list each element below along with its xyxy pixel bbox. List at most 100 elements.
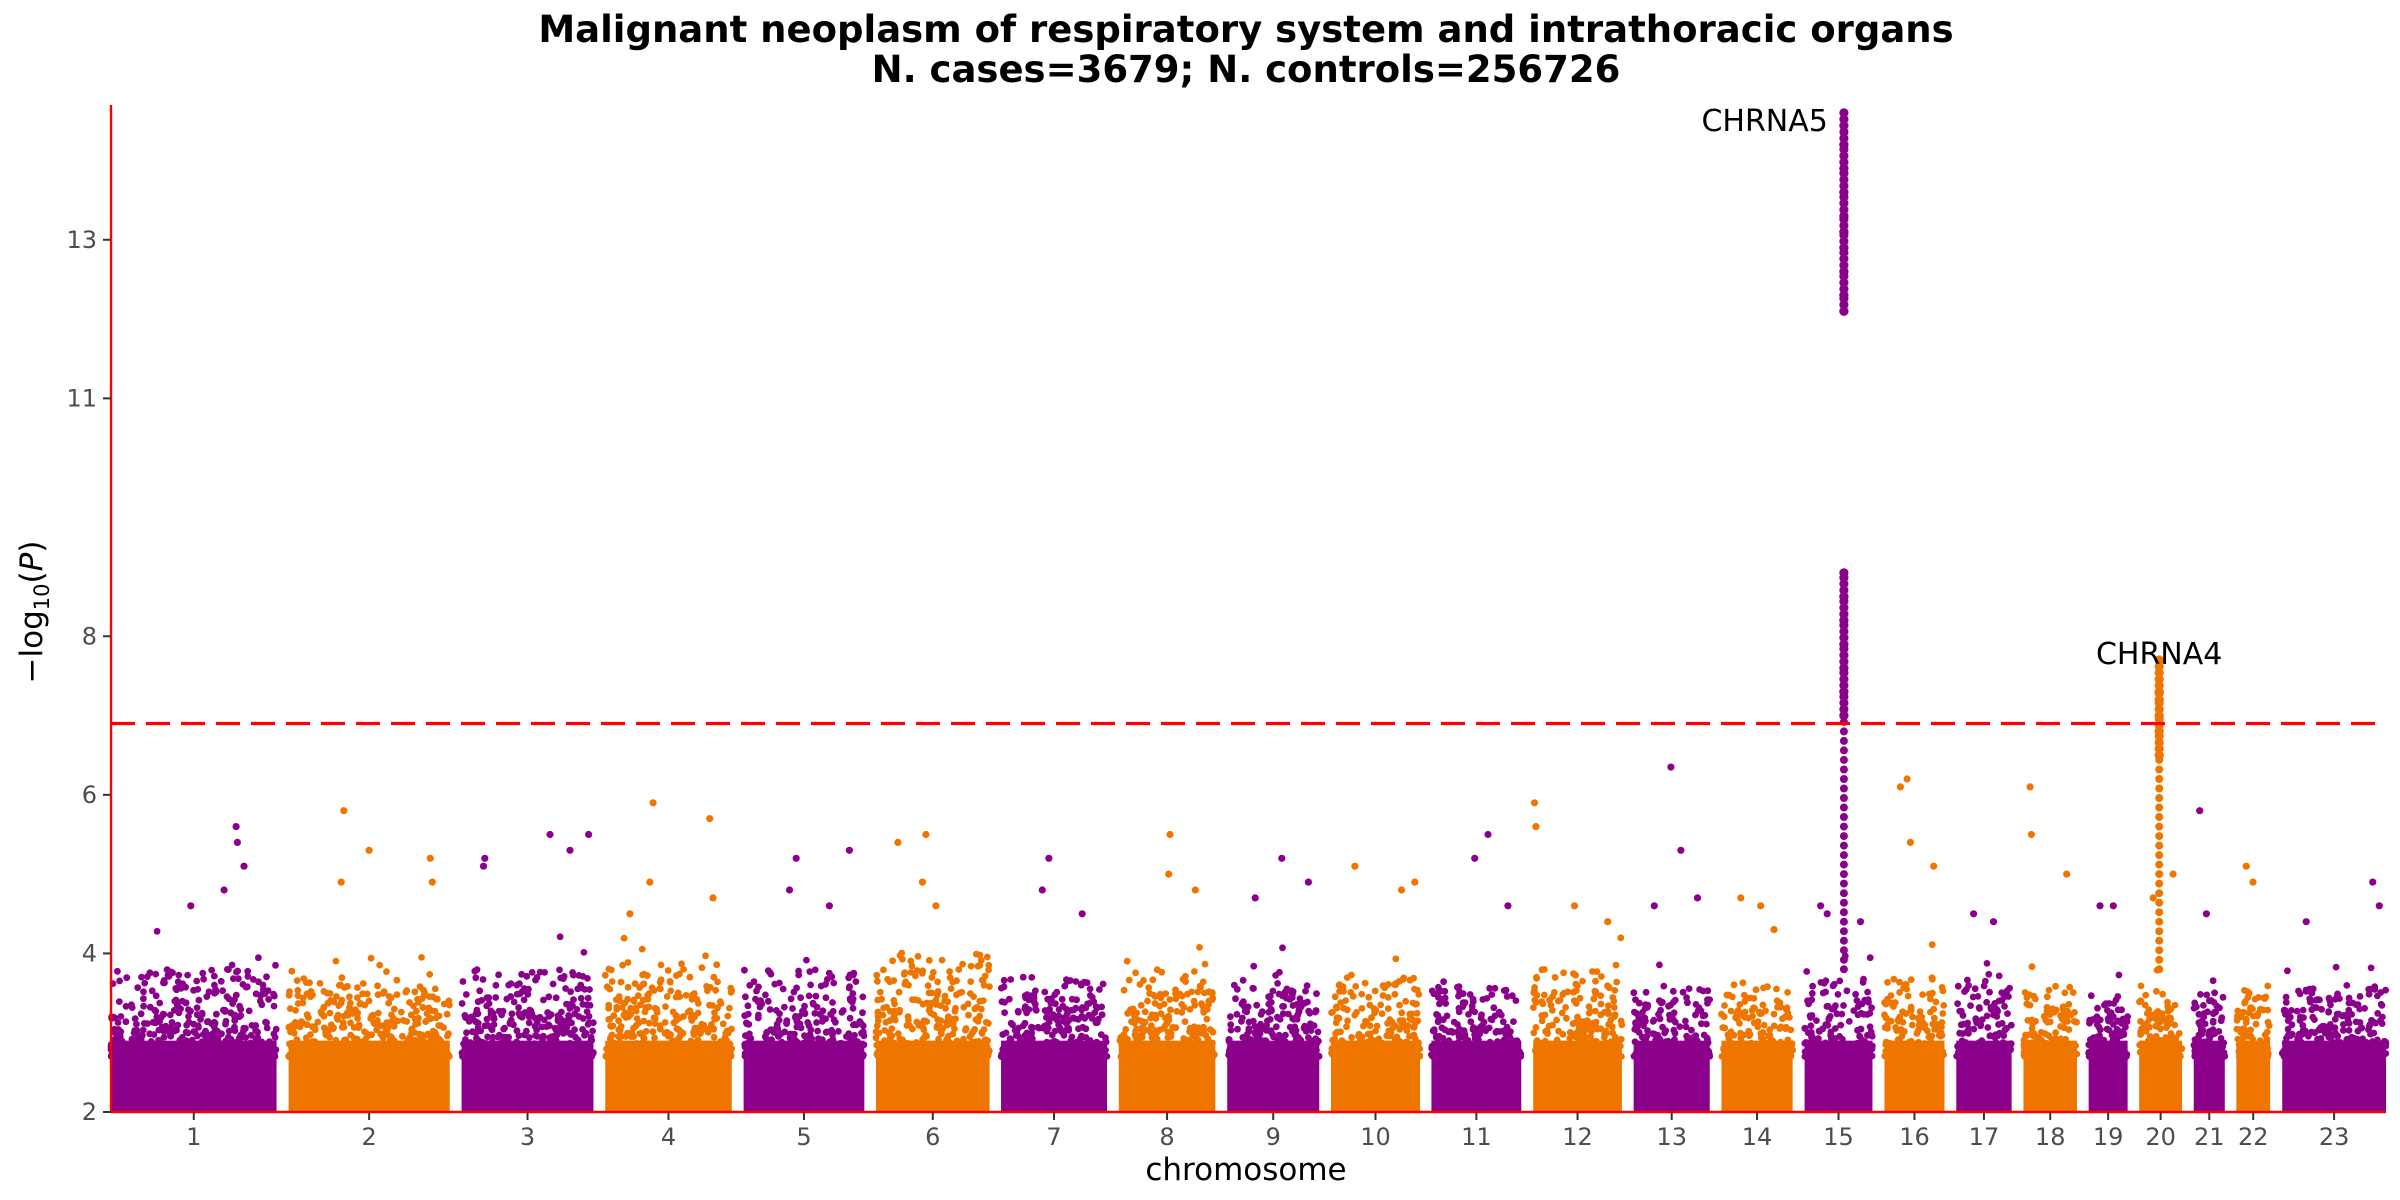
- snp-point: [1646, 1043, 1653, 1051]
- snp-point: [895, 988, 903, 996]
- snp-point: [880, 966, 887, 974]
- snp-point: [1227, 1021, 1235, 1028]
- snp-point: [1438, 1024, 1446, 1032]
- snp-point: [802, 1039, 810, 1046]
- snp-point: [292, 1007, 299, 1014]
- snp-point: [443, 1010, 451, 1018]
- snp-point: [943, 1018, 950, 1026]
- snp-point: [1061, 1027, 1068, 1035]
- snp-point: [330, 998, 338, 1006]
- snp-point: [823, 976, 831, 983]
- snp-point: [1649, 1030, 1657, 1038]
- snp-point: [1305, 1034, 1312, 1041]
- snp-point: [1642, 988, 1650, 996]
- snp-point: [688, 995, 696, 1003]
- snp-point: [952, 1015, 959, 1023]
- snp-point: [1332, 1003, 1340, 1011]
- snp-point: [923, 1053, 931, 1060]
- snp-point: [901, 980, 909, 988]
- snp-point: [943, 1036, 950, 1044]
- snp-point: [141, 979, 149, 987]
- snp-point: [481, 854, 489, 862]
- snp-point: [1086, 1053, 1094, 1060]
- snp-point: [508, 1010, 516, 1018]
- snp-point: [585, 1012, 593, 1020]
- snp-point: [1589, 968, 1596, 975]
- snp-point: [640, 1041, 647, 1049]
- snp-point: [365, 846, 373, 854]
- snp-point: [1167, 1006, 1174, 1014]
- snp-point: [1558, 1051, 1565, 1059]
- snp-point: [1019, 1022, 1027, 1030]
- snp-point: [746, 982, 754, 989]
- snp-point: [752, 995, 759, 1003]
- snp-point: [724, 1012, 732, 1020]
- snp-point: [678, 960, 685, 968]
- snp-point: [1576, 1052, 1584, 1059]
- snp-point: [458, 1000, 466, 1007]
- snp-point: [193, 1044, 201, 1051]
- snp-point: [1191, 886, 1199, 894]
- snp-point: [256, 997, 264, 1005]
- snp-point: [1149, 976, 1157, 984]
- snp-point: [983, 953, 991, 961]
- snp-point: [1630, 989, 1638, 997]
- snp-point: [569, 971, 577, 979]
- snp-point: [575, 1013, 583, 1020]
- snp-point: [335, 1002, 343, 1009]
- snp-point: [505, 981, 513, 989]
- snp-point: [293, 977, 301, 984]
- snp-point: [570, 996, 577, 1004]
- snp-point: [587, 1033, 595, 1041]
- snp-point: [846, 1014, 854, 1022]
- snp-point: [1656, 1039, 1663, 1047]
- snp-point: [479, 862, 488, 870]
- snp-point: [1139, 1028, 1147, 1036]
- snp-point: [554, 1016, 562, 1023]
- snp-point: [923, 999, 931, 1007]
- snp-point: [1667, 763, 1675, 771]
- snp-point: [338, 996, 346, 1004]
- snp-point: [859, 1028, 867, 1036]
- snp-point: [1697, 1007, 1705, 1014]
- snp-point: [716, 998, 724, 1006]
- snp-point: [1280, 1003, 1288, 1010]
- snp-point: [491, 1052, 498, 1059]
- snp-point: [174, 1001, 181, 1009]
- snp-point: [873, 971, 881, 979]
- snp-point: [1608, 1023, 1616, 1030]
- snp-point: [721, 1053, 729, 1060]
- snp-point: [467, 1013, 475, 1021]
- snp-point: [1409, 1016, 1417, 1024]
- snp-point: [881, 1037, 888, 1045]
- chromosome-13-points: [1630, 763, 1714, 1112]
- snp-point: [1059, 1050, 1067, 1058]
- snp-point: [293, 1036, 301, 1044]
- snp-point: [117, 1038, 125, 1046]
- snp-point: [1312, 1052, 1320, 1060]
- snp-point: [584, 994, 592, 1002]
- snp-point: [1397, 886, 1406, 894]
- snp-point: [1378, 1052, 1385, 1060]
- snp-point: [1682, 1017, 1689, 1025]
- chromosome-2-points: [285, 807, 453, 1112]
- snp-point: [286, 1040, 293, 1048]
- snp-point: [638, 945, 646, 953]
- snp-point: [263, 1044, 271, 1052]
- snp-point: [1250, 962, 1258, 970]
- snp-point: [1251, 894, 1259, 902]
- snp-point: [365, 997, 373, 1005]
- snp-point: [899, 1052, 907, 1060]
- snp-point: [922, 830, 930, 839]
- snp-point: [174, 1041, 181, 1049]
- snp-point: [1186, 1006, 1194, 1013]
- snp-point: [157, 1049, 165, 1056]
- snp-point: [461, 1012, 469, 1019]
- snp-point: [351, 1042, 359, 1050]
- snp-point: [258, 1042, 265, 1049]
- snp-point: [1232, 995, 1239, 1003]
- snp-point: [294, 987, 302, 994]
- snp-point: [1032, 987, 1039, 995]
- snp-point: [1028, 974, 1036, 981]
- snp-point: [630, 1053, 638, 1060]
